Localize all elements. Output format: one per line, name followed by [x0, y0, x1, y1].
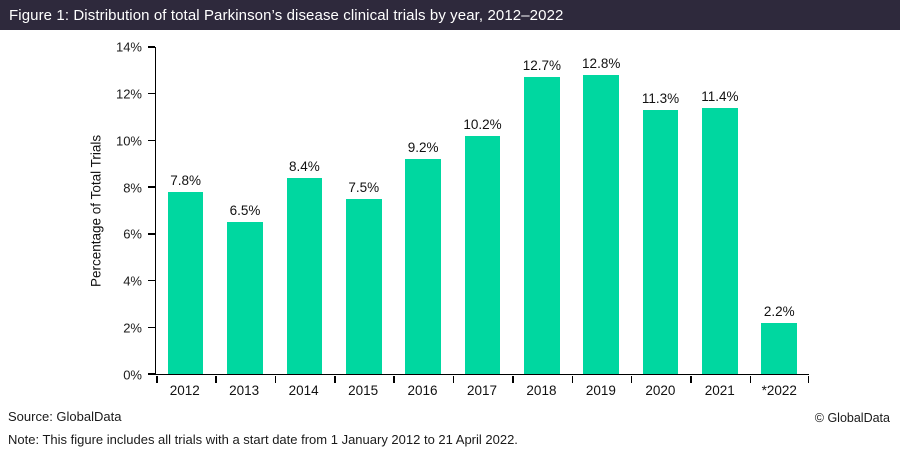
- bar-value-label: 9.2%: [407, 140, 439, 156]
- y-axis-tick-mark: [148, 326, 155, 329]
- bar-slot: 10.2%: [453, 47, 512, 374]
- x-axis-tick-label: 2019: [585, 383, 616, 398]
- y-axis-tick-mark: [148, 46, 155, 48]
- y-axis-tick-mark: [148, 186, 155, 188]
- bar: [227, 222, 263, 374]
- bar-slot: 9.2%: [393, 47, 452, 374]
- bar: [405, 159, 441, 374]
- y-axis-tick-labels: 0% 2% 4% 6% 8% 10% 12% 14%: [0, 40, 147, 383]
- bar-value-label: 12.8%: [582, 56, 621, 72]
- bar: [642, 110, 679, 374]
- y-axis-tick-label: 8%: [123, 180, 142, 196]
- copyright-text: © GlobalData: [814, 411, 890, 425]
- note-text: Note: This figure includes all trials wi…: [8, 432, 518, 447]
- x-axis-tick-mark: [274, 376, 277, 383]
- y-axis-tick-label: 12%: [115, 86, 142, 102]
- bar-slot: 12.7%: [512, 47, 571, 374]
- bar-value-label: 7.5%: [348, 179, 380, 195]
- x-axis-tick-mark: [749, 376, 752, 383]
- bar: [761, 322, 798, 374]
- x-axis-tick-mark: [807, 376, 809, 383]
- y-axis-tick-mark: [148, 139, 155, 142]
- bar-value-label: 8.4%: [289, 158, 320, 174]
- bar: [702, 107, 738, 374]
- bar-slot: 2.2%: [750, 47, 809, 374]
- x-axis-tick-label: 2016: [407, 383, 438, 398]
- bar-value-label: 6.5%: [229, 203, 261, 219]
- y-axis-tick-label: 6%: [123, 226, 142, 242]
- x-axis-tick-label: 2017: [466, 383, 498, 398]
- x-axis-tick-label: 2015: [348, 383, 379, 398]
- x-axis-tick-mark: [690, 376, 692, 383]
- x-axis-labels: 2012 2013 2014 2015 2016 2017 2018 2019 2020 2021…: [155, 383, 809, 398]
- x-axis-tick-label: 2013: [229, 383, 260, 398]
- y-axis-tick-label: 4%: [123, 273, 142, 289]
- x-axis-tick-mark: [334, 376, 336, 383]
- bar: [286, 177, 323, 374]
- source-text: Source: GlobalData: [8, 409, 122, 424]
- y-axis-tick-label: 0%: [123, 367, 142, 383]
- y-axis-tick-mark: [148, 279, 155, 282]
- x-axis-tick-label: 2020: [645, 383, 676, 398]
- y-axis-tick-mark: [148, 233, 155, 235]
- y-axis-tick-label: 2%: [123, 320, 142, 336]
- bar: [464, 135, 501, 374]
- y-axis-tick-mark: [148, 373, 155, 375]
- x-axis-tick-mark: [393, 376, 395, 383]
- bar-value-label: 2.2%: [763, 303, 795, 319]
- x-axis-tick-label: 2014: [288, 383, 319, 398]
- x-axis-tick-label: *2022: [761, 383, 797, 398]
- bar-value-label: 11.3%: [641, 91, 680, 107]
- x-axis-tick-mark: [156, 376, 158, 383]
- bars-container: 7.8% 6.5% 8.4% 7.5% 9.2% 10.2% 12.7% 12.8% 11.3%…: [156, 47, 809, 374]
- bar-slot: 6.5%: [215, 47, 274, 374]
- x-axis-tick-label: 2018: [526, 383, 557, 398]
- x-axis-tick-mark: [571, 376, 574, 383]
- bar: [167, 191, 204, 374]
- y-axis-tick-label: 14%: [115, 39, 142, 55]
- y-axis-tick-label: 10%: [115, 133, 142, 149]
- x-axis-tick-label: 2021: [704, 383, 735, 398]
- x-axis-tick-mark: [215, 376, 217, 383]
- figure-title: Figure 1: Distribution of total Parkinso…: [9, 6, 564, 24]
- bar-value-label: 12.7%: [522, 58, 561, 74]
- x-axis-tick-mark: [512, 376, 514, 383]
- bar: [583, 75, 619, 374]
- bar-slot: 7.8%: [156, 47, 215, 374]
- x-axis-tick-mark: [630, 376, 633, 383]
- x-axis-tick-label: 2012: [169, 383, 200, 398]
- y-axis-tick-mark: [148, 92, 155, 95]
- x-axis-tick-mark: [452, 376, 455, 383]
- bar-value-label: 11.4%: [701, 88, 739, 104]
- bar: [345, 198, 382, 374]
- bar: [524, 77, 560, 374]
- bar-slot: 11.3%: [631, 47, 690, 374]
- bar-slot: 7.5%: [334, 47, 393, 374]
- plot-area: 7.8% 6.5% 8.4% 7.5% 9.2% 10.2% 12.7% 12.8% 11.3%…: [148, 46, 809, 383]
- bar-slot: 12.8%: [572, 47, 631, 374]
- bar-value-label: 10.2%: [463, 116, 502, 132]
- bar-slot: 11.4%: [690, 47, 749, 374]
- figure-title-bar: Figure 1: Distribution of total Parkinso…: [0, 0, 900, 30]
- bar-value-label: 7.8%: [170, 172, 202, 188]
- bar-slot: 8.4%: [275, 47, 334, 374]
